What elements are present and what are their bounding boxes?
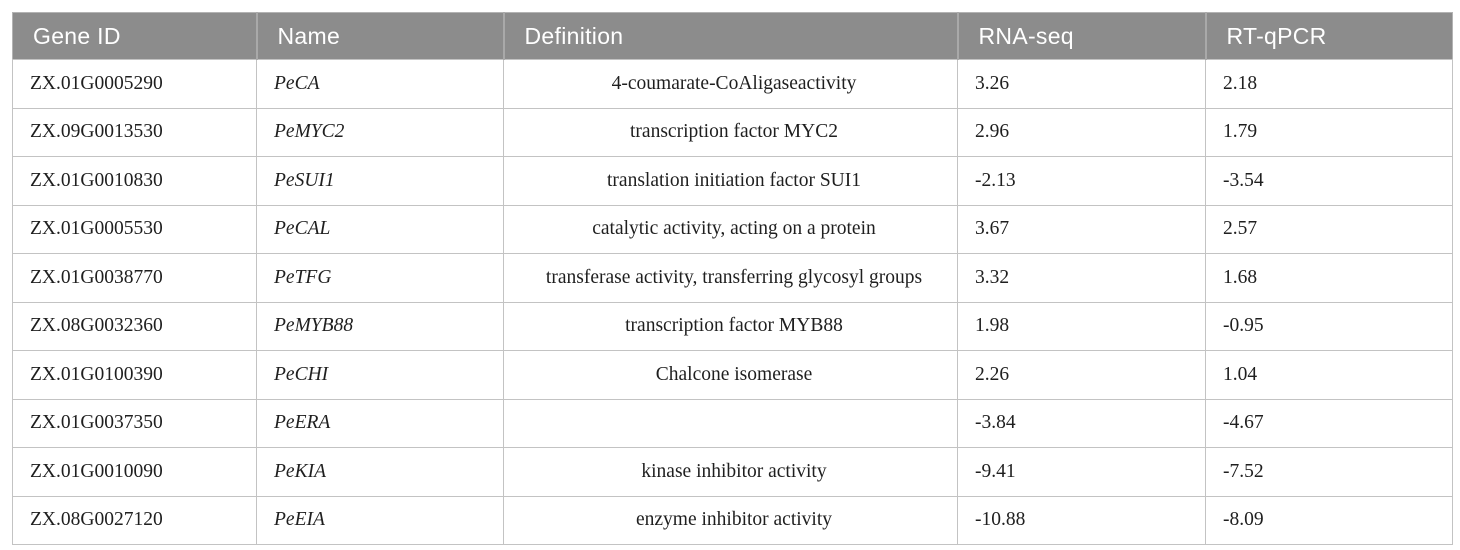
definition-cell: transcription factor MYB88 — [503, 301, 958, 351]
definition-cell: enzyme inhibitor activity — [503, 495, 958, 545]
gene-id-cell: ZX.01G0005530 — [12, 204, 257, 254]
gene-name-cell: PeMYB88 — [256, 301, 504, 351]
rt-qpcr-cell: 2.57 — [1205, 204, 1453, 254]
gene-name-cell: PeSUI1 — [256, 156, 504, 206]
rt-qpcr-cell: -7.52 — [1205, 447, 1453, 497]
definition-cell: 4-coumarate-CoAligaseactivity — [503, 59, 958, 109]
rna-seq-cell: -9.41 — [957, 447, 1206, 497]
rna-seq-cell: 3.26 — [957, 59, 1206, 109]
definition-cell — [503, 398, 958, 448]
gene-name-cell: PeTFG — [256, 253, 504, 303]
gene-name-cell: PeCAL — [256, 204, 504, 254]
column-header-name: Name — [255, 12, 504, 60]
column-header-gene-id: Gene ID — [12, 12, 257, 60]
rt-qpcr-cell: 1.04 — [1205, 350, 1453, 400]
gene-id-cell: ZX.01G0038770 — [12, 253, 257, 303]
gene-id-cell: ZX.01G0037350 — [12, 398, 257, 448]
definition-cell: Chalcone isomerase — [503, 350, 958, 400]
table-row: ZX.09G0013530 PeMYC2 transcription facto… — [12, 107, 1453, 157]
definition-cell: translation initiation factor SUI1 — [503, 156, 958, 206]
gene-name-cell: PeERA — [256, 398, 504, 448]
header-row: Gene ID Name Definition RNA-seq RT-qPCR — [12, 12, 1453, 60]
gene-name-cell: PeMYC2 — [256, 107, 504, 157]
rna-seq-cell: -10.88 — [957, 495, 1206, 545]
column-header-rna-seq: RNA-seq — [956, 12, 1206, 60]
definition-cell: transcription factor MYC2 — [503, 107, 958, 157]
rna-seq-cell: 2.26 — [957, 350, 1206, 400]
gene-id-cell: ZX.08G0027120 — [12, 495, 257, 545]
definition-cell: transferase activity, transferring glyco… — [503, 253, 958, 303]
table-row: ZX.01G0037350 PeERA -3.84 -4.67 — [12, 398, 1453, 448]
rna-seq-cell: 2.96 — [957, 107, 1206, 157]
rt-qpcr-cell: -8.09 — [1205, 495, 1453, 545]
gene-id-cell: ZX.01G0005290 — [12, 59, 257, 109]
rt-qpcr-cell: 1.79 — [1205, 107, 1453, 157]
table-row: ZX.01G0005290 PeCA 4-coumarate-CoAligase… — [12, 59, 1453, 109]
rt-qpcr-cell: 2.18 — [1205, 59, 1453, 109]
column-header-definition: Definition — [502, 12, 958, 60]
table-row: ZX.01G0010830 PeSUI1 translation initiat… — [12, 156, 1453, 206]
gene-id-cell: ZX.01G0100390 — [12, 350, 257, 400]
gene-name-cell: PeEIA — [256, 495, 504, 545]
rna-seq-cell: 3.32 — [957, 253, 1206, 303]
table-row: ZX.01G0100390 PeCHI Chalcone isomerase 2… — [12, 350, 1453, 400]
rt-qpcr-cell: -3.54 — [1205, 156, 1453, 206]
table-row: ZX.08G0032360 PeMYB88 transcription fact… — [12, 301, 1453, 351]
table-row: ZX.01G0010090 PeKIA kinase inhibitor act… — [12, 447, 1453, 497]
table-row: ZX.01G0038770 PeTFG transferase activity… — [12, 253, 1453, 303]
definition-cell: catalytic activity, acting on a protein — [503, 204, 958, 254]
gene-name-cell: PeCHI — [256, 350, 504, 400]
rna-seq-cell: -2.13 — [957, 156, 1206, 206]
rt-qpcr-cell: 1.68 — [1205, 253, 1453, 303]
rna-seq-cell: -3.84 — [957, 398, 1206, 448]
gene-name-cell: PeCA — [256, 59, 504, 109]
gene-id-cell: ZX.01G0010830 — [12, 156, 257, 206]
rt-qpcr-cell: -4.67 — [1205, 398, 1453, 448]
rt-qpcr-cell: -0.95 — [1205, 301, 1453, 351]
gene-id-cell: ZX.08G0032360 — [12, 301, 257, 351]
rna-seq-cell: 1.98 — [957, 301, 1206, 351]
gene-id-cell: ZX.09G0013530 — [12, 107, 257, 157]
column-header-rt-qpcr: RT-qPCR — [1204, 12, 1453, 60]
definition-cell: kinase inhibitor activity — [503, 447, 958, 497]
table-row: ZX.01G0005530 PeCAL catalytic activity, … — [12, 204, 1453, 254]
gene-expression-table: Gene ID Name Definition RNA-seq RT-qPCR … — [12, 12, 1453, 545]
rna-seq-cell: 3.67 — [957, 204, 1206, 254]
gene-id-cell: ZX.01G0010090 — [12, 447, 257, 497]
gene-name-cell: PeKIA — [256, 447, 504, 497]
table-row: ZX.08G0027120 PeEIA enzyme inhibitor act… — [12, 495, 1453, 545]
